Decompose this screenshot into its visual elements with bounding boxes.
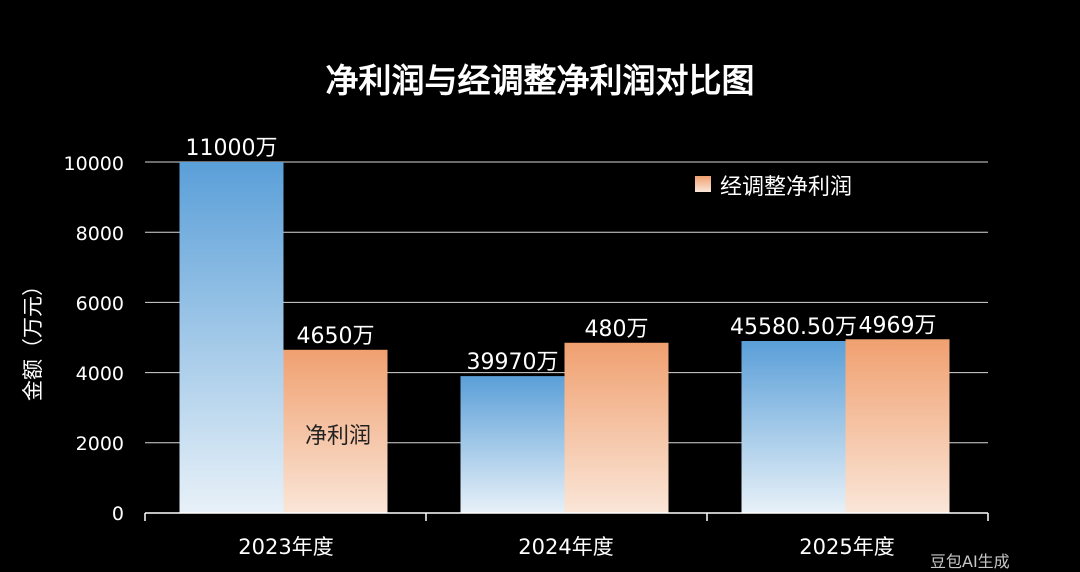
y-tick-label: 4000 [76,363,124,385]
x-tick-label: 2024年度 [518,535,613,559]
y-tick-label: 0 [112,503,124,525]
x-tick-label: 2025年度 [799,535,894,559]
watermark: 豆包AI生成 [930,552,1010,571]
y-tick-label: 6000 [76,293,124,315]
series-inline-label: 净利润 [305,424,371,449]
data-label: 4650万 [297,324,375,349]
bar-net-profit [460,376,565,513]
data-label: 480万 [585,317,649,342]
bar-adjusted-net-profit [283,349,388,513]
y-axis-label: 金额（万元） [21,275,45,401]
data-label: 4969万 [859,313,937,338]
bar-adjusted-net-profit [845,339,950,513]
data-label: 11000万 [186,136,278,161]
data-label: 45580.50万 [730,315,857,340]
y-tick-label: 10000 [64,153,124,175]
legend-swatch-adjusted [695,176,711,192]
bar-adjusted-net-profit [564,342,669,513]
y-tick-label: 8000 [76,223,124,245]
chart-title: 净利润与经调整净利润对比图 [326,61,755,100]
x-tick-label: 2023年度 [238,535,333,559]
y-tick-label: 2000 [76,433,124,455]
bar-net-profit [741,341,846,513]
data-label: 39970万 [467,350,559,375]
legend-label-adjusted: 经调整净利润 [720,175,852,200]
bar-net-profit [179,162,284,513]
